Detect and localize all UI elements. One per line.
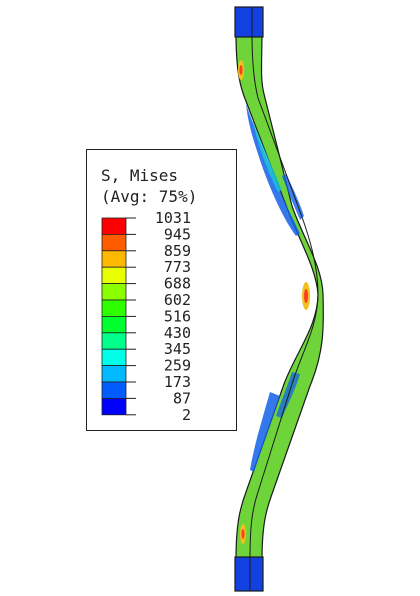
high-stress-spot-top-core — [239, 65, 243, 75]
legend-band — [101, 365, 127, 383]
high-stress-spot-bottom-core — [241, 529, 245, 539]
legend-tick-label: 2 — [182, 406, 191, 424]
low-stress-zone-lower-b — [276, 372, 300, 418]
low-stress-zone-lower — [250, 392, 280, 472]
pipe-model — [234, 6, 324, 592]
legend-tick-label: 945 — [164, 225, 191, 243]
pipe-end-cap-bottom — [234, 556, 264, 592]
legend-tick-label: 430 — [164, 324, 191, 342]
legend-tick-label: 516 — [164, 307, 191, 325]
legend-tick-label: 602 — [164, 291, 191, 309]
legend-tick-label: 859 — [164, 242, 191, 260]
legend-band — [101, 250, 127, 268]
low-stress-zone-upper — [246, 104, 300, 236]
legend-tick-label: 87 — [173, 389, 191, 407]
high-stress-spot-mid-core — [304, 289, 308, 303]
pipe-seam-line — [249, 33, 319, 561]
legend-tick-label: 345 — [164, 340, 191, 358]
legend-band — [101, 299, 127, 317]
legend-subtitle: (Avg: 75%) — [101, 187, 198, 206]
legend-band — [101, 397, 127, 416]
legend-band — [101, 381, 127, 399]
legend-tick-label: 688 — [164, 275, 191, 293]
legend-band — [101, 234, 127, 252]
legend-band — [101, 283, 127, 301]
legend-band — [101, 315, 127, 334]
legend-band — [101, 217, 127, 235]
legend-tick-label: 773 — [164, 258, 191, 276]
legend-tick-label: 1031 — [155, 209, 191, 227]
legend-tick-label: 173 — [164, 373, 191, 391]
legend-band — [101, 266, 127, 284]
legend-tick-label: 259 — [164, 357, 191, 375]
legend-band — [101, 332, 127, 350]
legend-band — [101, 348, 127, 366]
pipe-body — [235, 31, 324, 561]
pipe-end-cap-top — [234, 6, 264, 38]
legend-title: S, Mises — [101, 166, 179, 185]
low-stress-zone-upper-cyan — [252, 118, 282, 192]
stress-legend: S, Mises (Avg: 75%) 1031 945 859 773 688 602 5… — [86, 149, 237, 431]
